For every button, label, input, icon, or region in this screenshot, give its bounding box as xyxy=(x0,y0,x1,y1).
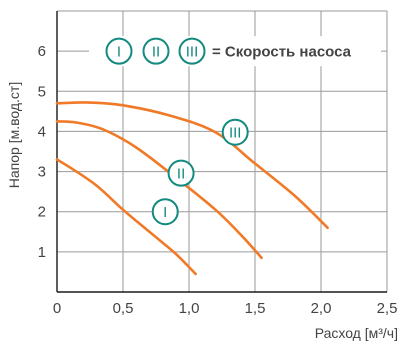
x-tick-label: 1,0 xyxy=(179,300,200,317)
legend-symbol-II-circle xyxy=(142,37,170,65)
series-marker-II-text: II xyxy=(177,166,185,183)
legend-symbol-I: I xyxy=(105,37,133,65)
y-tick-label: 5 xyxy=(38,83,46,100)
x-tick-label: 2,0 xyxy=(311,300,332,317)
series-marker-III-text: III xyxy=(229,125,242,142)
x-tick-label: 1,5 xyxy=(245,300,266,317)
series-line-II xyxy=(55,120,263,260)
legend-symbol-I-circle xyxy=(105,37,133,65)
legend-symbol-I-text: I xyxy=(117,44,121,61)
legend-symbol-II: II xyxy=(142,37,170,65)
series-marker-III: III xyxy=(221,118,249,146)
series-marker-II-circle xyxy=(167,159,195,187)
series-marker-III-circle xyxy=(221,118,249,146)
series-marker-I: I xyxy=(151,198,179,226)
y-tick-label: 3 xyxy=(38,164,46,181)
series-line-I xyxy=(55,158,197,276)
y-tick-label: 2 xyxy=(38,204,46,221)
tick-labels: 0 0,5 1,0 1,5 2,0 2,5 1 2 3 4 5 6 xyxy=(38,43,398,317)
x-axis-label: Расход [м³/ч] xyxy=(315,325,398,341)
y-tick-label: 1 xyxy=(38,244,46,261)
legend-background xyxy=(89,36,381,67)
legend: I II III = Скорость насоса xyxy=(89,36,381,67)
y-tick-label: 4 xyxy=(38,123,46,140)
legend-symbol-III-circle xyxy=(178,37,206,65)
legend-symbol-II-text: II xyxy=(152,44,160,61)
legend-text: = Скорость насоса xyxy=(212,44,352,61)
x-tick-label: 2,5 xyxy=(377,300,398,317)
legend-symbol-III: III xyxy=(178,37,206,65)
axes xyxy=(56,11,387,293)
legend-symbol-III-text: III xyxy=(186,44,199,61)
y-tick-label: 6 xyxy=(38,43,46,60)
series-line-III xyxy=(55,101,329,230)
series-marker-I-text: I xyxy=(163,204,167,221)
x-tick-label: 0 xyxy=(53,300,61,317)
x-tick-label: 0,5 xyxy=(113,300,134,317)
series-marker-I-circle xyxy=(151,198,179,226)
y-axis-label: Напор [м.вод.ст] xyxy=(6,82,22,188)
series-marker-II: II xyxy=(167,159,195,187)
